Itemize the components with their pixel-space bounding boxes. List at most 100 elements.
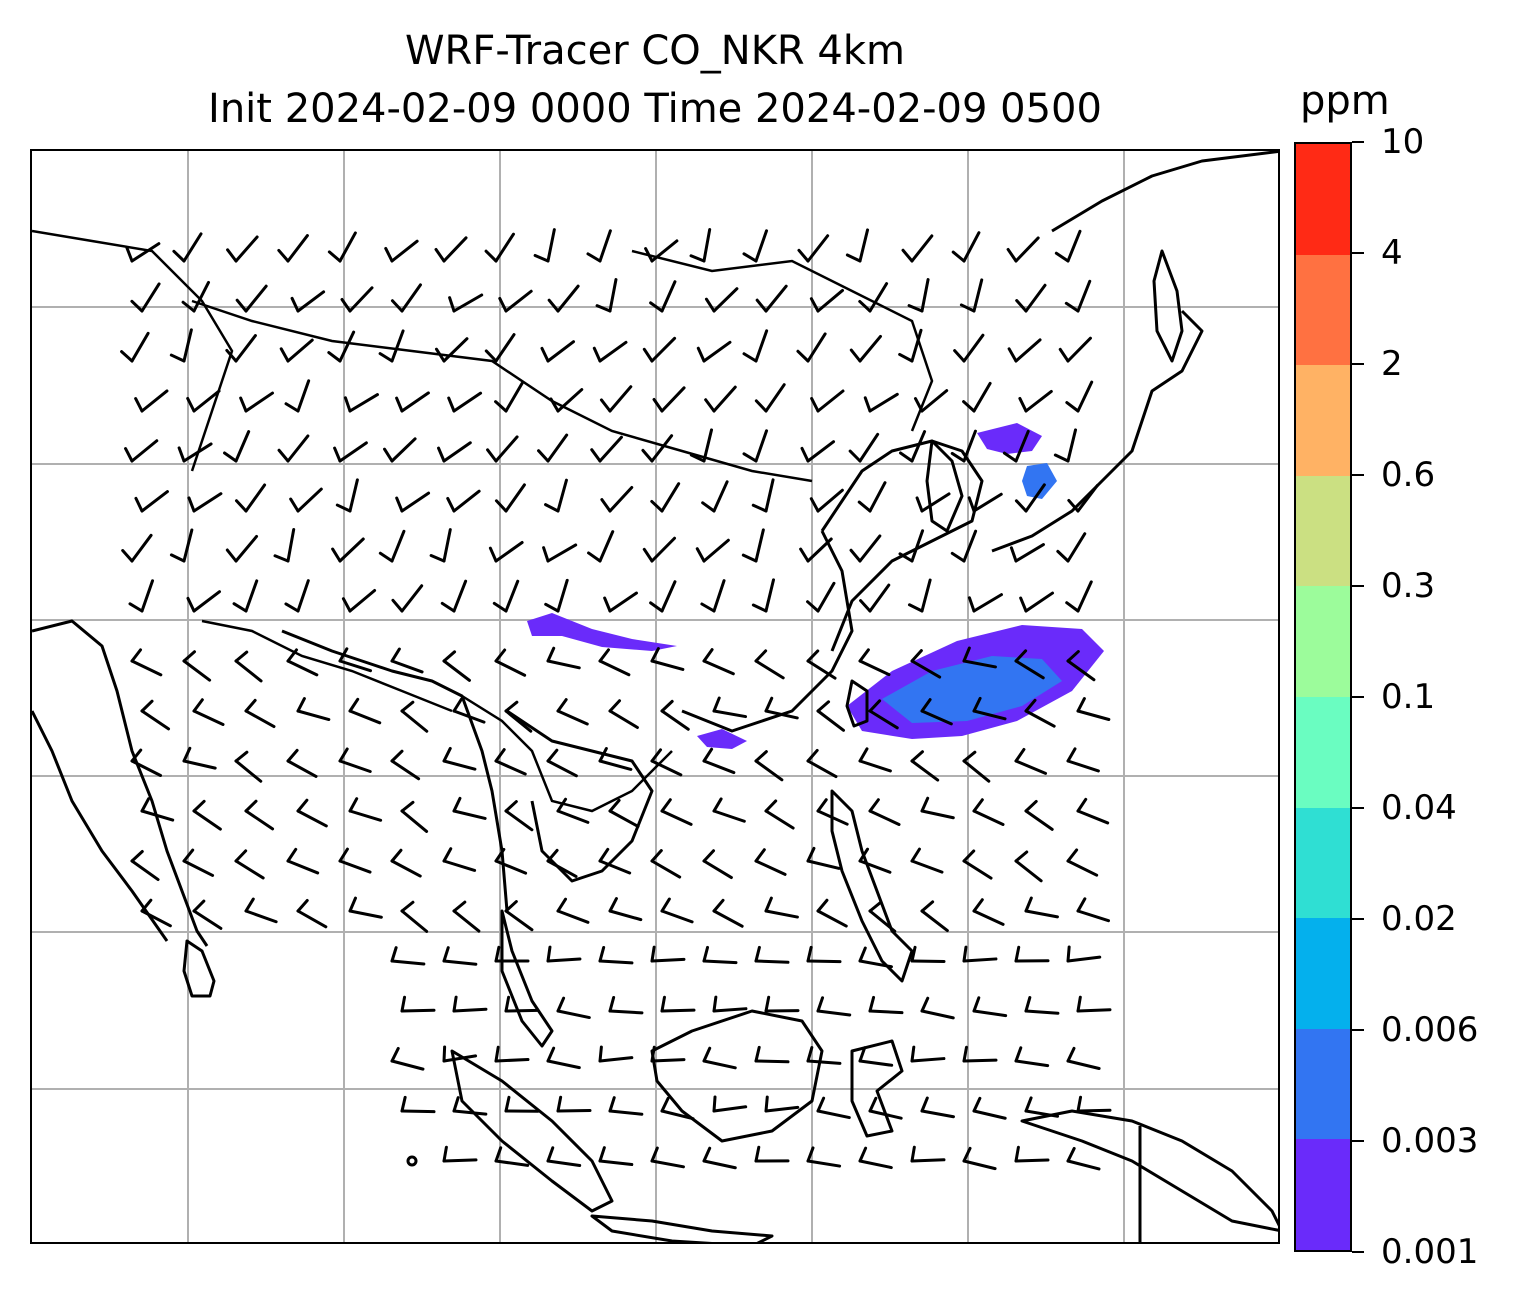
wind-barb (452, 697, 486, 724)
colorbar-tick-label: 4 (1381, 233, 1403, 273)
wind-barb (286, 847, 320, 875)
colorbar-segment (1296, 918, 1350, 1029)
wind-barb (546, 945, 582, 963)
colorbar-tick (1352, 141, 1364, 143)
wind-barb (959, 278, 984, 313)
wind-barb (806, 846, 841, 870)
wind-barb (504, 995, 540, 1013)
wind-barb (296, 697, 331, 722)
tracer-plumes (527, 423, 1104, 749)
wind-barb (598, 1045, 634, 1063)
wind-barb (400, 1095, 436, 1114)
wind-barb (181, 280, 211, 313)
java (590, 1214, 774, 1242)
wind-barb (1066, 945, 1102, 963)
wind-barb (235, 284, 268, 313)
wind-barb (868, 900, 897, 933)
wind-barb (742, 429, 769, 463)
wind-barb (764, 995, 800, 1013)
wind-barb (649, 280, 677, 313)
wind-barb (967, 492, 1003, 513)
wind-barb (1007, 338, 1042, 363)
map-subtitle: Init 2024-02-09 0000 Time 2024-02-09 050… (208, 86, 1102, 132)
wind-barb (1056, 532, 1087, 563)
wind-barb (546, 646, 581, 670)
colorbar-segment (1296, 1139, 1350, 1250)
tracer-plume-vietnam (697, 729, 747, 749)
wind-barb (484, 232, 515, 263)
wind-barb (858, 648, 891, 677)
wind-barb (400, 995, 436, 1013)
wind-barb (348, 797, 383, 822)
wind-barb (1002, 429, 1030, 463)
colorbar-segment (1296, 365, 1350, 476)
wind-barb (383, 437, 417, 463)
wind-barb (544, 578, 569, 613)
wind-barb (809, 488, 844, 513)
sumatra (450, 1049, 614, 1213)
wind-barb (540, 340, 576, 363)
wind-barb (232, 579, 259, 613)
wind-barb (712, 1095, 748, 1113)
wind-barb (660, 995, 696, 1013)
wind-barb (452, 796, 487, 820)
wind-barb (442, 946, 478, 966)
wind-barb (764, 1095, 800, 1113)
wind-barb (898, 529, 925, 563)
wind-barb (494, 381, 524, 413)
wind-barb (169, 328, 193, 363)
wind-barb (187, 492, 223, 513)
colorbar-segment (1296, 254, 1350, 366)
wind-barb (494, 648, 527, 677)
wind-barb (751, 478, 775, 513)
wind-barb (608, 897, 643, 922)
wind-barb (951, 231, 981, 263)
wind-barb (608, 1096, 644, 1116)
wind-barb (494, 1045, 530, 1063)
wind-barb (1064, 279, 1092, 313)
wind-barb (226, 235, 259, 263)
wind-barb (704, 385, 737, 413)
wind-barb (1014, 1046, 1050, 1068)
colorbar (1294, 142, 1352, 1252)
colorbar-tick (1352, 585, 1364, 587)
wind-barb (608, 798, 640, 828)
wind-barb (437, 441, 472, 463)
wind-barb (962, 945, 998, 963)
wind-barb (182, 848, 215, 877)
wind-barb (244, 799, 275, 831)
wind-barb (286, 748, 318, 778)
wind-barb (742, 329, 769, 363)
colorbar-tick (1352, 474, 1364, 476)
wind-barb (1067, 483, 1099, 513)
wind-barb (1076, 897, 1110, 923)
wind-barb (244, 897, 278, 924)
wind-barb (972, 1096, 1007, 1120)
wind-barb (340, 286, 374, 313)
wind-barb (335, 478, 359, 513)
wind-barb (384, 239, 419, 263)
wind-barb (378, 529, 406, 563)
wind-barb (962, 381, 992, 413)
wind-barb (641, 434, 674, 463)
wind-barb (333, 441, 368, 463)
wind-barb (400, 700, 429, 733)
wind-barb (920, 1096, 955, 1119)
wind-barb (390, 1046, 425, 1071)
map-panel[interactable] (30, 149, 1280, 1244)
wind-barb (1066, 1046, 1101, 1071)
wind-barb (1066, 747, 1100, 773)
colorbar-tick (1352, 807, 1364, 809)
wind-barb (1014, 945, 1050, 963)
wind-barb (547, 284, 580, 313)
wind-barb (284, 379, 311, 413)
wind-barb (338, 847, 372, 874)
wind-barb (549, 388, 584, 413)
wind-barb (754, 1145, 790, 1163)
wind-barb (1058, 336, 1092, 363)
wind-barb (1009, 543, 1045, 563)
wind-barb (764, 696, 799, 720)
wind-barb (296, 898, 328, 929)
wind-barb (390, 283, 422, 313)
wind-barb (586, 229, 612, 263)
